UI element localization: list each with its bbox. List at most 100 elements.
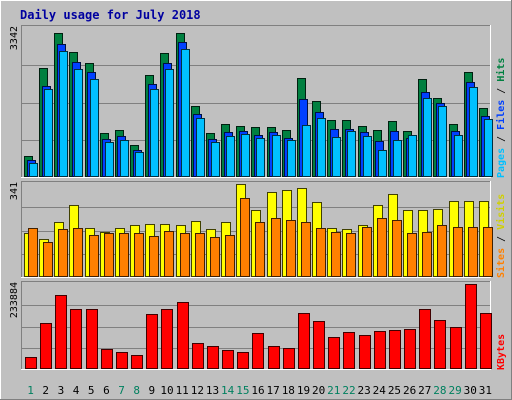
x-tick-label-day-13: 13 xyxy=(206,384,219,397)
bar-sites-day-8 xyxy=(134,233,144,277)
bar-kbytes-day-18 xyxy=(283,348,295,369)
x-tick-label-day-7: 7 xyxy=(118,384,125,397)
x-tick-label-day-18: 18 xyxy=(282,384,295,397)
bar-kbytes-day-12 xyxy=(192,343,204,369)
x-tick-label-day-14: 14 xyxy=(221,384,235,397)
bar-sites-day-24 xyxy=(377,218,387,277)
x-tick-label-day-26: 26 xyxy=(403,384,416,397)
x-tick-label-day-12: 12 xyxy=(191,384,204,397)
bar-kbytes-day-15 xyxy=(237,352,249,369)
x-tick-label-day-30: 30 xyxy=(464,384,477,397)
bar-kbytes-day-23 xyxy=(359,335,371,369)
bar-kbytes-day-14 xyxy=(222,350,234,369)
bar-kbytes-day-2 xyxy=(40,323,52,369)
bar-sites-day-1 xyxy=(28,228,38,277)
panel-visits_sites: 341 Sites / Visits xyxy=(9,181,507,278)
panel-series-labels: Pages / Files / Hits xyxy=(495,58,507,178)
x-tick-label-day-1: 1 xyxy=(27,384,34,397)
bar-pages-day-13 xyxy=(211,142,220,177)
bar-sites-day-26 xyxy=(407,233,417,277)
bar-pages-day-17 xyxy=(272,135,281,177)
bar-kbytes-day-31 xyxy=(480,313,492,369)
bar-pages-day-9 xyxy=(150,89,159,177)
panel-series-labels: KBytes xyxy=(496,334,507,370)
bar-kbytes-day-24 xyxy=(374,331,386,369)
bar-sites-day-2 xyxy=(43,242,53,277)
x-tick-label-day-25: 25 xyxy=(388,384,401,397)
bar-pages-day-30 xyxy=(469,87,478,177)
x-tick-label-day-9: 9 xyxy=(149,384,156,397)
bar-sites-day-11 xyxy=(180,233,190,277)
panel-max-label: 3342 xyxy=(9,26,20,50)
series-label-sites: Sites xyxy=(495,248,507,278)
bar-pages-day-11 xyxy=(181,49,190,177)
bar-kbytes-day-25 xyxy=(389,330,401,369)
bar-pages-day-6 xyxy=(105,142,114,177)
bar-pages-day-24 xyxy=(378,150,387,177)
bar-sites-day-7 xyxy=(119,233,129,277)
bar-sites-day-28 xyxy=(437,225,447,277)
x-tick-label-day-28: 28 xyxy=(433,384,446,397)
bar-kbytes-day-7 xyxy=(116,352,128,369)
bar-kbytes-day-10 xyxy=(161,309,173,369)
bar-kbytes-day-11 xyxy=(177,302,189,369)
bar-sites-day-25 xyxy=(392,220,402,277)
x-tick-label-day-21: 21 xyxy=(327,384,340,397)
x-tick-label-day-3: 3 xyxy=(58,384,65,397)
x-tick-label-day-20: 20 xyxy=(312,384,325,397)
bar-kbytes-day-29 xyxy=(450,327,462,369)
bar-sites-day-27 xyxy=(422,232,432,277)
bar-kbytes-day-19 xyxy=(298,313,310,369)
x-tick-label-day-4: 4 xyxy=(73,384,80,397)
bar-sites-day-6 xyxy=(104,233,114,277)
bar-kbytes-day-5 xyxy=(86,309,98,369)
bar-pages-day-25 xyxy=(393,140,402,177)
bar-sites-day-20 xyxy=(316,228,326,277)
bar-kbytes-day-21 xyxy=(328,337,340,369)
x-tick-label-day-19: 19 xyxy=(297,384,310,397)
bar-pages-day-5 xyxy=(90,79,99,177)
bar-pages-day-29 xyxy=(454,135,463,177)
chart-title: Daily usage for July 2018 xyxy=(20,8,201,22)
bar-pages-day-3 xyxy=(59,51,68,177)
bar-kbytes-day-27 xyxy=(419,309,431,369)
bar-pages-day-4 xyxy=(74,69,83,177)
bar-sites-day-4 xyxy=(73,228,83,277)
series-label-hits: Hits xyxy=(495,58,507,82)
x-tick-label-day-2: 2 xyxy=(42,384,49,397)
bar-kbytes-day-9 xyxy=(146,314,158,369)
bar-sites-day-18 xyxy=(286,220,296,277)
bar-sites-day-30 xyxy=(468,227,478,277)
bar-pages-day-28 xyxy=(438,106,447,177)
series-label-separator: / xyxy=(496,82,507,100)
bar-sites-day-17 xyxy=(271,218,281,277)
bar-sites-day-15 xyxy=(240,198,250,277)
bar-pages-day-10 xyxy=(165,69,174,177)
bar-sites-day-29 xyxy=(453,227,463,277)
bar-pages-day-22 xyxy=(347,131,356,177)
bar-pages-day-19 xyxy=(302,125,311,177)
bar-sites-day-16 xyxy=(255,222,265,277)
x-tick-label-day-16: 16 xyxy=(251,384,264,397)
panel-max-label: 233884 xyxy=(9,282,20,318)
bar-pages-day-18 xyxy=(287,140,296,177)
bar-sites-day-9 xyxy=(149,236,159,277)
bar-sites-day-19 xyxy=(301,222,311,277)
bar-kbytes-day-16 xyxy=(252,333,264,369)
bar-sites-day-3 xyxy=(58,229,68,277)
x-tick-label-day-29: 29 xyxy=(448,384,461,397)
bar-kbytes-day-13 xyxy=(207,346,219,369)
x-tick-label-day-8: 8 xyxy=(133,384,140,397)
bar-pages-day-20 xyxy=(317,118,326,177)
series-label-pages: Pages xyxy=(496,148,507,178)
x-tick-label-day-22: 22 xyxy=(342,384,355,397)
bar-kbytes-day-4 xyxy=(70,309,82,369)
bar-pages-day-31 xyxy=(484,119,493,177)
series-label-files: Files xyxy=(495,100,507,130)
x-tick-label-day-31: 31 xyxy=(479,384,492,397)
bar-kbytes-day-8 xyxy=(131,355,143,369)
bar-pages-day-15 xyxy=(241,134,250,177)
bar-kbytes-day-28 xyxy=(434,320,446,369)
